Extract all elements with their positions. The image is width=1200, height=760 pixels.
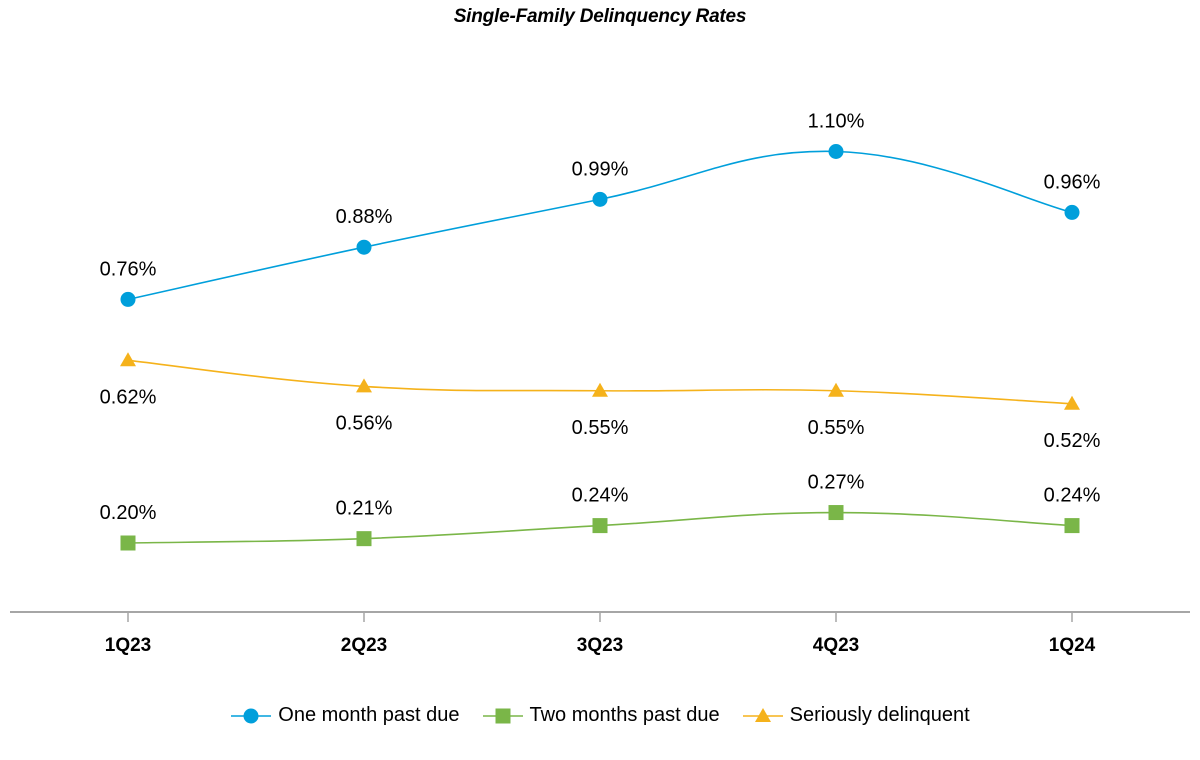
two-months-past-due-marker [120, 535, 136, 551]
x-tick-label: 4Q23 [813, 635, 859, 656]
one-month-past-due-marker [592, 191, 608, 207]
one-month-past-due-marker [828, 144, 844, 159]
seriously-delinquent-line [127, 359, 1073, 405]
x-axis: 1Q23 2Q23 3Q23 4Q23 1Q24 [10, 611, 1190, 656]
seriously-delinquent-data-label: 0.55% [808, 417, 865, 439]
one-month-past-due-marker [1064, 204, 1080, 220]
legend-swatch-marker [243, 708, 259, 723]
seriously-delinquent-marker [120, 352, 136, 367]
two-months-past-due-data-label: 0.24% [572, 485, 629, 507]
one-month-past-due-marker [356, 239, 372, 255]
one-month-past-due-data-label: 0.88% [336, 206, 393, 228]
one-month-past-due-data-label: 0.99% [572, 158, 629, 180]
two-months-past-due-data-label: 0.21% [336, 498, 393, 520]
two-months-past-due-data-label: 0.27% [808, 472, 865, 494]
legend-item-seriously-delinquent: Seriously delinquent [742, 704, 970, 727]
seriously-delinquent-data-label: 0.55% [572, 417, 629, 439]
seriously-delinquent-marker [1064, 395, 1080, 410]
two-months-past-due-data-label: 0.24% [1044, 485, 1101, 507]
two-months-past-due-marker [1064, 518, 1080, 534]
one-month-past-due-marker [120, 291, 136, 307]
chart-title: Single-Family Delinquency Rates [453, 6, 747, 27]
legend-item-two-months-past-due: Two months past due [482, 704, 720, 727]
legend-label: Seriously delinquent [789, 704, 970, 726]
legend: One month past due Two months past due Ser… [0, 704, 1200, 727]
one-month-past-due-data-label: 0.96% [1044, 171, 1101, 193]
x-tick-label: 3Q23 [577, 635, 623, 656]
series-markers [120, 144, 1080, 551]
seriously-delinquent-data-label: 0.52% [1044, 430, 1101, 452]
x-tick-label: 2Q23 [341, 635, 387, 656]
data-labels: 0.76% 0.88% 0.99% 1.10% 0.96% 0.20% 0.21% 0.24%… [100, 111, 1101, 525]
legend-swatch-marker [754, 707, 771, 722]
legend-label: Two months past due [529, 704, 720, 726]
two-months-past-due-marker [592, 518, 608, 534]
line-chart: 1Q23 2Q23 3Q23 4Q23 1Q24 0.76% 0.88% 0.99% 1.10… [10, 111, 1190, 656]
legend-item-one-month-past-due: One month past due [230, 704, 460, 727]
legend-swatch-seriously-delinquent [742, 707, 783, 722]
seriously-delinquent-marker [592, 382, 608, 397]
two-months-past-due-data-label: 0.20% [100, 502, 157, 524]
legend-swatch-marker [495, 708, 510, 723]
one-month-past-due-data-label: 1.10% [808, 111, 865, 133]
legend-swatch-two-months-past-due [482, 708, 523, 723]
seriously-delinquent-marker [828, 382, 844, 397]
x-tick-label: 1Q24 [1049, 635, 1096, 656]
two-months-past-due-marker [356, 531, 372, 547]
seriously-delinquent-marker [356, 378, 372, 393]
seriously-delinquent-data-label: 0.62% [100, 386, 157, 408]
legend-swatch-one-month-past-due [231, 708, 272, 723]
seriously-delinquent-data-label: 0.56% [336, 412, 393, 434]
two-months-past-due-marker [828, 505, 844, 521]
legend-label: One month past due [278, 704, 460, 726]
one-month-past-due-data-label: 0.76% [100, 258, 157, 280]
x-tick-label: 1Q23 [105, 635, 151, 656]
